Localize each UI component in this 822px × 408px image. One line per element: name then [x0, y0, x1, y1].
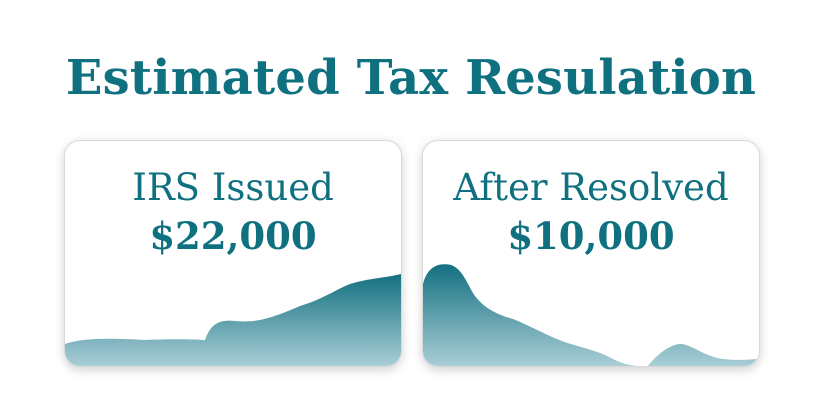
irs-issued-card: IRS Issued $22,000 [64, 140, 402, 367]
mountain-wave-graphic [65, 274, 401, 366]
card-label: IRS Issued [132, 166, 334, 209]
card-label: After Resolved [453, 166, 729, 209]
card-amount: $22,000 [149, 214, 317, 258]
mountain-wave-graphic [423, 264, 759, 366]
card-amount: $10,000 [507, 214, 675, 258]
page-title: Estimated Tax Resulation [65, 50, 757, 106]
after-resolved-card: After Resolved $10,000 [422, 140, 760, 367]
